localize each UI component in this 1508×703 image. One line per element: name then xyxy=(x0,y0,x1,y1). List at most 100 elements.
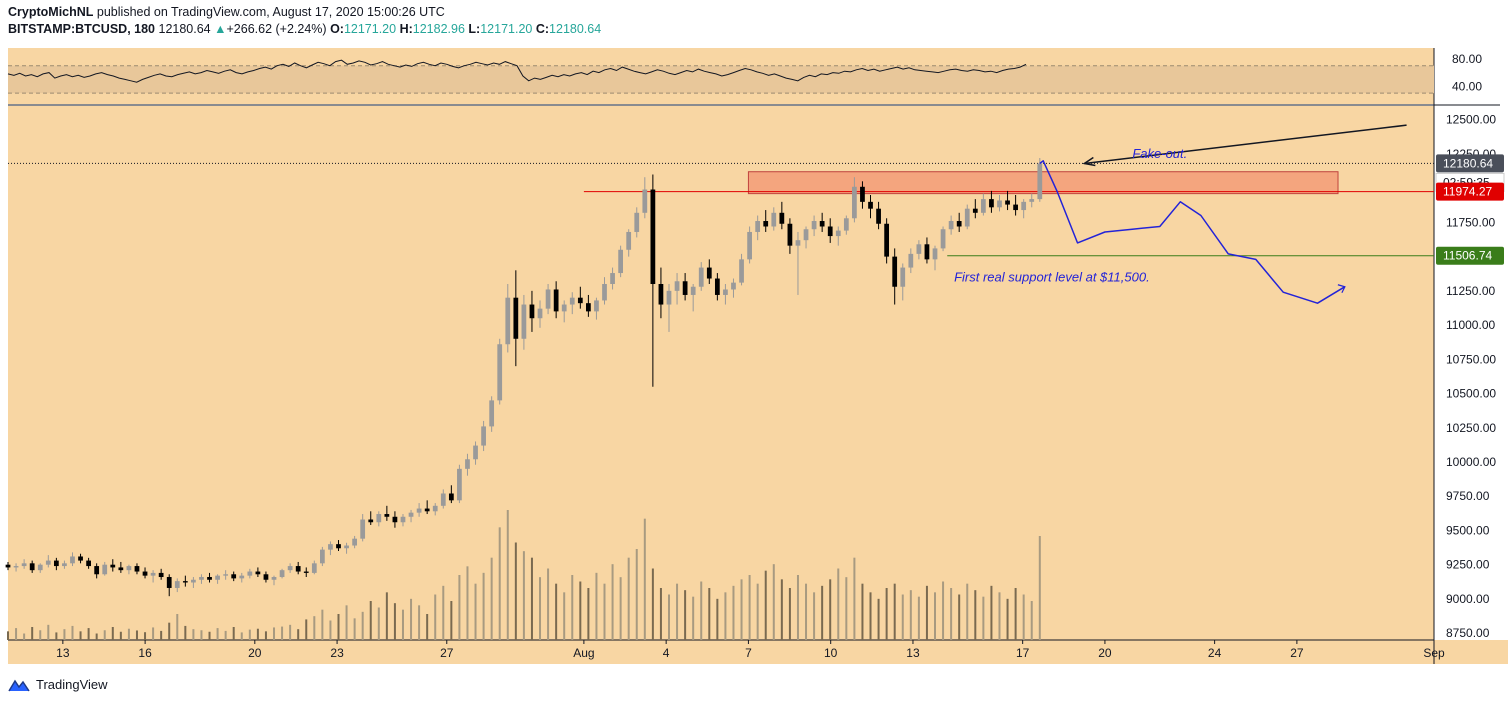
time-axis xyxy=(8,640,1508,664)
candle-body xyxy=(134,566,140,572)
volume-bar xyxy=(635,549,638,640)
candle-body xyxy=(448,493,454,501)
time-tick-label: 27 xyxy=(440,646,454,660)
price-tick-label: 11750.00 xyxy=(1446,215,1495,229)
candle-body xyxy=(795,240,801,246)
candle-body xyxy=(876,208,881,224)
volume-bar xyxy=(248,629,251,640)
candle-body xyxy=(586,303,591,312)
candle-body xyxy=(263,574,269,580)
candle-body xyxy=(223,574,229,576)
candle-body xyxy=(916,244,922,254)
price-tick-label: 9000.00 xyxy=(1446,592,1490,606)
candle-body xyxy=(199,577,204,580)
candle-body xyxy=(513,297,519,339)
volume-bar xyxy=(482,572,485,640)
candle-body xyxy=(166,577,172,588)
volume-bar xyxy=(224,630,227,640)
close-label: C: xyxy=(535,22,550,36)
rsi-tick-label: 40.00 xyxy=(1452,79,1482,93)
up-arrow-icon: ▲ xyxy=(214,22,227,36)
candle-body xyxy=(126,566,132,571)
author-name[interactable]: CryptoMichNL xyxy=(8,5,94,19)
candle-body xyxy=(505,297,511,345)
volume-bar xyxy=(651,568,654,640)
candle-body xyxy=(360,519,366,539)
volume-bar xyxy=(1030,601,1033,640)
volume-bar xyxy=(716,598,719,640)
candle-body xyxy=(690,286,696,295)
candle-body xyxy=(29,563,35,571)
resistance-price-tag xyxy=(1436,182,1504,201)
candle-body xyxy=(45,560,51,565)
volume-bar xyxy=(676,583,679,640)
candle-body xyxy=(787,223,793,246)
time-tick-label: 24 xyxy=(1208,646,1222,660)
volume-bar xyxy=(353,618,356,640)
volume-bar xyxy=(934,592,937,640)
candle-body xyxy=(432,505,438,512)
candle-body xyxy=(892,256,898,287)
candle-body xyxy=(142,571,148,576)
volume-bar xyxy=(385,592,388,640)
candle-body xyxy=(191,579,196,583)
time-tick-label: 13 xyxy=(906,646,920,660)
volume-bar xyxy=(273,627,276,640)
candle-body xyxy=(70,556,75,564)
candle-body xyxy=(956,221,962,227)
price-chart[interactable]: 80.00 40.00 8750.00 9000.00 9250.00 9500.00 97… xyxy=(0,44,1508,664)
low-label: L: xyxy=(468,22,481,36)
volume-bar xyxy=(39,630,42,640)
candle-body xyxy=(287,566,293,571)
projection-path xyxy=(1039,160,1346,304)
volume-bar xyxy=(1006,598,1009,640)
volume-bar xyxy=(877,598,880,640)
candle-body xyxy=(779,212,785,224)
price-tick-label: 9750.00 xyxy=(1446,489,1490,503)
candle-body xyxy=(13,566,19,568)
candle-body xyxy=(908,253,914,268)
volume-bar xyxy=(200,630,203,640)
volume-bar xyxy=(264,631,267,640)
time-tick-label: 4 xyxy=(663,646,670,660)
volume-bar xyxy=(950,588,953,640)
volume-bar xyxy=(917,596,920,640)
candle-body xyxy=(279,570,285,578)
fakeout-annotation: Fake-out. xyxy=(1132,146,1187,161)
candle-body xyxy=(763,221,769,227)
volume-bar xyxy=(958,594,961,640)
candle-body xyxy=(473,445,478,460)
candle-body xyxy=(932,248,938,260)
candle-body xyxy=(964,208,970,227)
volume-bar xyxy=(71,625,74,640)
last-price-tag xyxy=(1436,154,1504,173)
candle-body xyxy=(634,212,640,232)
candle-body xyxy=(860,186,865,202)
candle-body xyxy=(239,575,245,579)
volume-bar xyxy=(724,592,727,640)
volume-bar xyxy=(982,596,985,640)
candle-body xyxy=(481,426,486,446)
price-tick-label: 9500.00 xyxy=(1446,523,1490,537)
volume-bar xyxy=(345,605,348,640)
volume-bar xyxy=(393,603,396,640)
chart-area[interactable]: 80.00 40.00 8750.00 9000.00 9250.00 9500.00 97… xyxy=(0,44,1508,664)
support-price-tag xyxy=(1436,246,1504,265)
candle-body xyxy=(37,564,43,571)
volume-bar xyxy=(418,605,421,640)
candle-body xyxy=(368,519,374,523)
candle-body xyxy=(255,571,261,575)
candle-body xyxy=(521,304,527,339)
volume-bar xyxy=(15,628,18,640)
candle-body xyxy=(940,229,946,249)
volume-bar xyxy=(990,585,993,640)
candle-body xyxy=(53,560,59,567)
volume-bar xyxy=(796,575,799,640)
candle-body xyxy=(384,514,390,517)
volume-bar xyxy=(837,568,840,640)
candle-body xyxy=(497,344,503,401)
tradingview-brand[interactable]: TradingView xyxy=(8,677,108,692)
time-tick-label: 13 xyxy=(56,646,70,660)
candle-body xyxy=(731,282,736,290)
fakeout-arrow xyxy=(1084,124,1407,165)
